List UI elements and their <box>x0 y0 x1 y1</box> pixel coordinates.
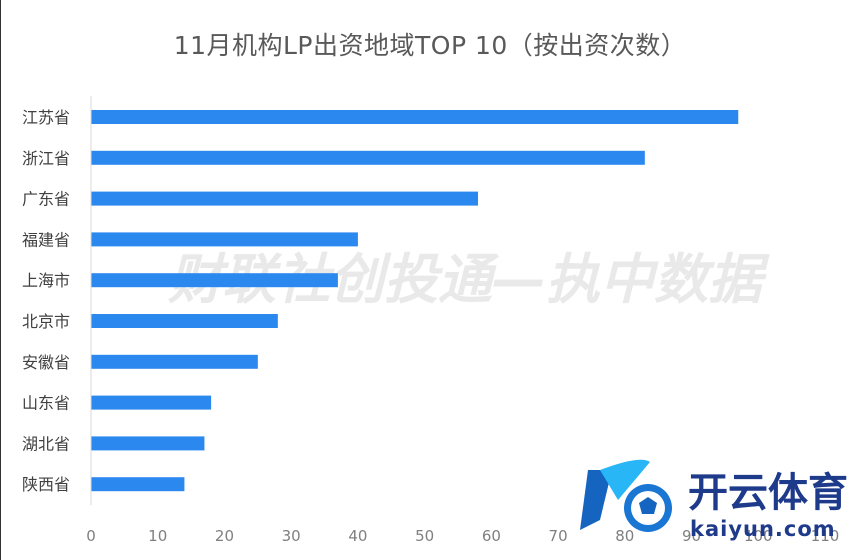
bar-6 <box>91 314 278 328</box>
category-label-3: 广东省 <box>22 190 70 209</box>
category-label-10: 陕西省 <box>22 475 70 494</box>
bar-7 <box>91 354 258 369</box>
bars-layer <box>91 110 739 492</box>
x-tick-60: 60 <box>482 527 501 545</box>
x-tick-labels: 0 10 20 30 40 50 60 70 80 90 100 110 <box>86 527 839 545</box>
bar-5 <box>91 273 338 288</box>
bar-1 <box>91 110 739 124</box>
x-tick-40: 40 <box>348 527 367 545</box>
x-tick-100: 100 <box>744 527 773 545</box>
x-tick-70: 70 <box>549 527 568 545</box>
x-tick-90: 90 <box>682 527 701 545</box>
category-label-4: 福建省 <box>22 230 70 249</box>
logo: 开云体育 kaiyun.com <box>580 459 848 541</box>
category-label-8: 山东省 <box>22 394 70 413</box>
logo-url: kaiyun.com <box>690 517 836 541</box>
x-tick-80: 80 <box>615 527 634 545</box>
logo-name: 开云体育 <box>688 470 848 516</box>
category-label-5: 上海市 <box>22 271 70 290</box>
x-tick-10: 10 <box>148 527 167 545</box>
x-tick-50: 50 <box>415 527 434 545</box>
x-tick-0: 0 <box>86 527 96 545</box>
x-tick-20: 20 <box>215 527 234 545</box>
bar-4 <box>91 232 358 247</box>
x-tick-110: 110 <box>811 527 840 545</box>
bar-10 <box>91 477 185 492</box>
bar-9 <box>91 436 205 451</box>
category-label-9: 湖北省 <box>22 434 70 453</box>
category-label-6: 北京市 <box>22 312 70 331</box>
bar-3 <box>91 191 479 206</box>
x-tick-30: 30 <box>282 527 301 545</box>
bar-8 <box>91 395 212 410</box>
category-label-1: 江苏省 <box>22 108 70 127</box>
chart-title: 11月机构LP出资地域TOP 10（按出资次数） <box>173 31 687 60</box>
category-label-7: 安徽省 <box>22 353 70 372</box>
category-label-2: 浙江省 <box>22 149 70 168</box>
bar-2 <box>91 150 645 165</box>
logo-mark-icon <box>580 459 672 532</box>
left-frame-line <box>0 0 1 560</box>
